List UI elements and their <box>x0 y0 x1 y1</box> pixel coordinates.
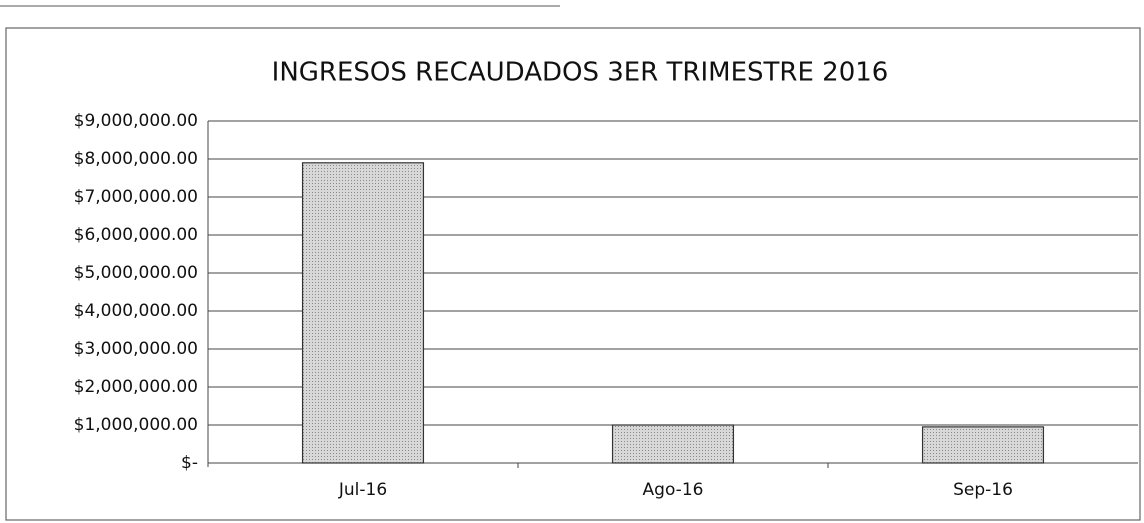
y-tick-label: $9,000,000.00 <box>74 111 198 131</box>
y-tick-label: $- <box>181 453 198 473</box>
y-tick-label: $5,000,000.00 <box>74 263 198 283</box>
x-tick-label: Ago-16 <box>643 480 704 500</box>
y-tick-label: $7,000,000.00 <box>74 187 198 207</box>
bar <box>301 162 425 464</box>
bar <box>611 424 735 464</box>
y-tick-label: $8,000,000.00 <box>74 149 198 169</box>
y-tick-label: $6,000,000.00 <box>74 225 198 245</box>
x-tick-label: Sep-16 <box>953 480 1013 500</box>
y-tick-label: $3,000,000.00 <box>74 339 198 359</box>
y-tick-label: $1,000,000.00 <box>74 415 198 435</box>
chart-title: INGRESOS RECAUDADOS 3ER TRIMESTRE 2016 <box>272 58 889 88</box>
chart-border <box>5 27 1141 521</box>
y-tick-label: $2,000,000.00 <box>74 377 198 397</box>
x-tick-label: Jul-16 <box>338 480 387 500</box>
bar <box>921 426 1045 464</box>
y-tick-label: $4,000,000.00 <box>74 301 198 321</box>
